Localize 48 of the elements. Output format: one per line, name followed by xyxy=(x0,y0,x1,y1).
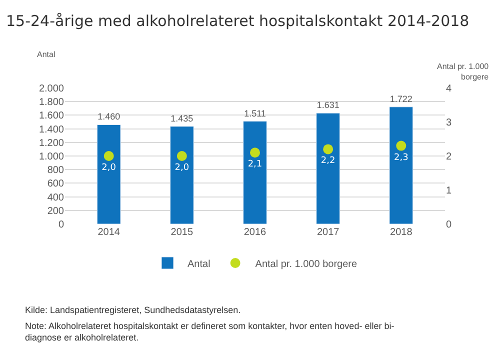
point xyxy=(104,151,114,161)
data-label: 2,1 xyxy=(248,160,262,170)
y-axis-title: Antal xyxy=(37,50,56,59)
y-tick-label: 1.600 xyxy=(38,110,64,122)
data-label: 1.722 xyxy=(390,94,412,104)
y2-tick-label: 2 xyxy=(446,152,452,162)
point xyxy=(176,151,187,161)
x-tick-label: 2014 xyxy=(98,227,120,238)
y-tick-label: 1.400 xyxy=(38,124,64,136)
data-label: 2,0 xyxy=(174,163,190,173)
y-tick-label: 1.800 xyxy=(38,97,64,108)
data-label: 2,2 xyxy=(320,156,336,166)
legend-label: Antal xyxy=(188,258,210,270)
legend-label: Antal pr. 1.000 borgere xyxy=(255,258,358,270)
data-label: 2,3 xyxy=(394,152,408,163)
y-tick-label: 0 xyxy=(58,220,64,230)
y2-axis-title: Antal pr. 1.000 borgere xyxy=(437,62,490,82)
data-label: 1.435 xyxy=(170,113,194,124)
y-tick-label: 800 xyxy=(47,165,64,176)
text: Note: Alkoholrelateret hospitalskontakt er defineret som kontakter, hvor enten hoved- eller bi-diagnose er alkoholrelateret. xyxy=(25,321,394,343)
data-label: 1.631 xyxy=(316,100,340,110)
bar xyxy=(243,121,267,224)
data-label: 1.460 xyxy=(98,112,120,122)
x-tick-label: 2017 xyxy=(316,227,340,238)
x-tick-label: 2015 xyxy=(170,227,194,238)
y2-tick-label: 3 xyxy=(446,118,452,128)
y-tick-label: 1.000 xyxy=(38,152,64,162)
bar xyxy=(96,124,121,224)
data-label: 1.511 xyxy=(244,108,266,118)
y-tick-label: 200 xyxy=(47,206,64,217)
y2-tick-label: 4 xyxy=(446,84,452,94)
chart-title: 15-24-årige med alkoholrelateret hospitalskontakt 2014-2018 xyxy=(6,12,470,30)
y-tick-label: 1.200 xyxy=(38,138,64,149)
bar xyxy=(170,126,194,224)
text: Kilde: Landspatientregisteret, Sundhedsdatastyrelsen. xyxy=(25,305,241,315)
data-label: 2,0 xyxy=(102,163,116,173)
point xyxy=(323,144,334,154)
x-tick-label: 2018 xyxy=(390,227,413,238)
bar xyxy=(316,112,340,224)
y-tick-label: 2.000 xyxy=(38,84,64,94)
point xyxy=(250,148,260,158)
point xyxy=(396,140,406,151)
y2-tick-label: 0 xyxy=(446,220,452,230)
y-tick-label: 400 xyxy=(47,192,64,204)
x-tick-label: 2016 xyxy=(244,227,267,238)
y-tick-label: 600 xyxy=(47,178,64,190)
y2-tick-label: 1 xyxy=(446,186,452,196)
bar xyxy=(389,106,414,224)
